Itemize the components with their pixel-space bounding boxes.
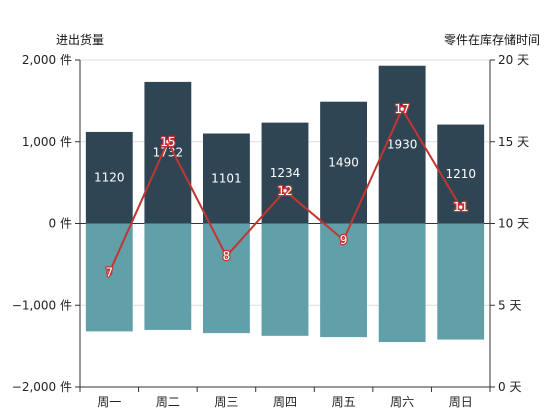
bar-inbound [261, 122, 309, 224]
right-axis-tick-label: 15 天 [498, 135, 529, 149]
bar-outbound [437, 223, 485, 340]
bar-outbound-label: −1374 [265, 273, 306, 287]
line-series: 7 15 8 12 9 17 11 [104, 101, 469, 281]
bar-outbound-label: −1390 [323, 273, 364, 287]
bars [85, 65, 485, 343]
right-axis-title: 零件在库存储时间 [444, 32, 540, 47]
bar-outbound-label: −1341 [206, 271, 247, 285]
bar-inbound-label: 1930 [387, 138, 418, 152]
left-axis-tick-label: 0 件 [49, 217, 72, 231]
right-axis-tick-label: 10 天 [498, 217, 529, 231]
bar-inbound-label: 1210 [445, 167, 476, 181]
x-axis-category-label: 周五 [332, 395, 356, 409]
bar-outbound [144, 223, 192, 330]
storage-time-point [223, 252, 230, 260]
storage-time-label: 17 [395, 102, 410, 116]
right-axis-tick-label: 20 天 [498, 53, 529, 67]
x-axis-category-label: 周四 [273, 395, 297, 409]
x-axis-category-label: 周日 [449, 395, 473, 409]
bar-inbound [85, 131, 133, 224]
bar-outbound [203, 223, 250, 334]
bar-outbound-label: −1420 [440, 275, 481, 289]
left-axis-title: 进出货量 [56, 32, 104, 47]
x-axis-category-label: 周六 [390, 395, 414, 409]
storage-time-point [398, 105, 406, 113]
bar-outbound [85, 223, 133, 332]
bar-inbound-label: 1490 [328, 156, 359, 170]
storage-time-point [340, 236, 347, 244]
storage-time-point [164, 138, 172, 145]
storage-time-label: 11 [453, 200, 468, 214]
storage-time-label: 7 [105, 266, 113, 280]
bar-inbound-label: 1234 [270, 166, 301, 180]
storage-time-point [106, 269, 113, 276]
left-axis-tick-label: −1,000 件 [12, 298, 72, 312]
right-axis-tick-label: 5 天 [498, 298, 521, 312]
storage-time-point [281, 187, 289, 195]
left-axis-tick-label: −2,000 件 [12, 380, 72, 394]
x-axis-category-label: 周一 [97, 395, 121, 409]
bar-outbound-label: −1302 [148, 270, 189, 284]
bar-inbound [144, 81, 192, 224]
x-axis-category-label: 周二 [156, 395, 180, 409]
x-axis-category-label: 周三 [214, 395, 238, 409]
bar-outbound [261, 223, 309, 336]
left-axis-tick-label: 1,000 件 [22, 135, 72, 149]
storage-time-label: 9 [340, 233, 348, 247]
storage-time-label: 12 [277, 184, 292, 198]
storage-time-label: 15 [160, 135, 175, 149]
storage-time-label: 8 [223, 249, 231, 263]
left-axis-tick-label: 2,000 件 [22, 53, 72, 67]
bar-inbound [203, 133, 250, 224]
bar-outbound-label: −1450 [382, 276, 423, 290]
bar-inbound-label: 1120 [94, 171, 125, 185]
bar-outbound-label: −1320 [89, 270, 130, 284]
right-axis-tick-label: 0 天 [498, 380, 521, 394]
axes: −2,000 件 −1,000 件 0 件 1,000 件 2,000 件 0 天 5 天 1… [12, 53, 529, 409]
bar-inbound-label: 1101 [211, 171, 242, 185]
bar-outbound [378, 223, 426, 343]
storage-time-point [457, 203, 464, 211]
